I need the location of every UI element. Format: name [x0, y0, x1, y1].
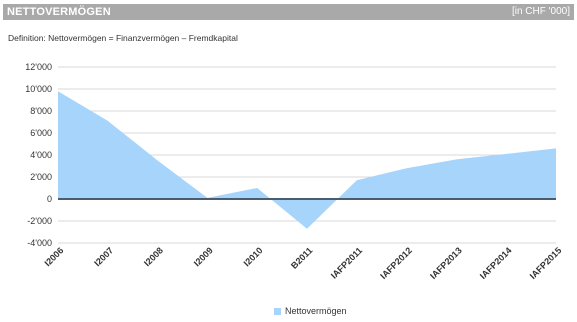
x-tick-label: I2006 — [42, 245, 65, 268]
x-tick-label: I2010 — [242, 245, 265, 268]
x-tick-label: B2011 — [289, 245, 314, 270]
y-tick-label: 10'000 — [25, 84, 52, 94]
legend-swatch — [274, 307, 281, 315]
x-tick-label: I2007 — [92, 245, 115, 268]
x-tick-label: I2009 — [192, 245, 215, 268]
y-tick-label: 0 — [47, 194, 52, 204]
y-tick-label: 12'000 — [25, 62, 52, 72]
chart-title: NETTOVERMÖGEN — [7, 6, 111, 18]
series-area-nettovermoegen — [58, 91, 556, 229]
unit-label: [in CHF '000] — [511, 6, 570, 17]
y-tick-label: 4'000 — [30, 150, 52, 160]
x-tick-label: IAFP2015 — [528, 245, 564, 281]
x-tick-label: IAFP2012 — [378, 245, 414, 281]
y-tick-label: -4'000 — [27, 238, 52, 248]
x-tick-label: IAFP2011 — [329, 245, 364, 280]
x-tick-label: IAFP2013 — [428, 245, 464, 281]
y-tick-label: 8'000 — [30, 106, 52, 116]
y-tick-label: 6'000 — [30, 128, 52, 138]
chart-header-bar: NETTOVERMÖGEN [in CHF '000] — [3, 4, 574, 20]
y-tick-label: -2'000 — [27, 216, 52, 226]
x-tick-label: I2008 — [142, 245, 165, 268]
x-tick-label: IAFP2014 — [478, 245, 514, 281]
definition-text: Definition: Nettovermögen = Finanzvermög… — [8, 33, 238, 43]
y-tick-label: 2'000 — [30, 172, 52, 182]
legend-label: Nettovermögen — [285, 306, 347, 316]
legend: Nettovermögen — [274, 306, 347, 316]
